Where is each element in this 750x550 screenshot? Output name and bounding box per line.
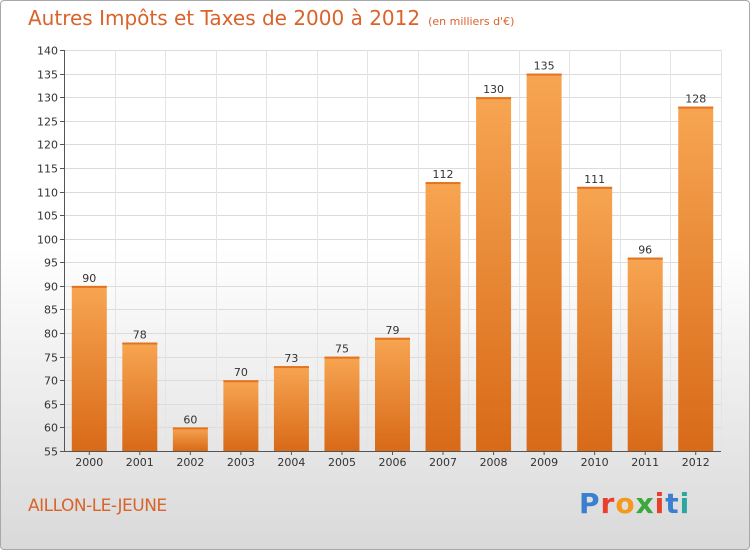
x-tick-label: 2006: [379, 456, 407, 469]
logo-letter: i: [679, 487, 691, 520]
bar-value-label: 135: [534, 60, 555, 73]
bar: [273, 366, 309, 451]
y-tick-label: 105: [37, 210, 58, 223]
bars: [71, 73, 714, 452]
bar: [627, 257, 663, 451]
x-tick-label: 2011: [631, 456, 659, 469]
bar-value-label: 78: [133, 328, 147, 341]
y-tick-label: 120: [37, 139, 58, 152]
axes: [60, 50, 721, 455]
x-tick-label: 2007: [429, 456, 457, 469]
y-tick-label: 100: [37, 234, 58, 247]
bar-top-edge: [324, 356, 360, 359]
logo-letter: P: [579, 487, 601, 520]
logo-letter: r: [600, 487, 616, 520]
y-tick-label: 75: [44, 352, 58, 365]
commune-name: AILLON-LE-JEUNE: [28, 496, 167, 516]
y-tick-label: 115: [37, 163, 58, 176]
logo-letter: i: [654, 487, 666, 520]
y-tick-label: 65: [44, 399, 58, 412]
y-tick-label: 60: [44, 422, 58, 435]
bar: [375, 337, 410, 451]
bar-value-label: 90: [82, 272, 96, 285]
bar-top-edge: [375, 337, 410, 340]
x-tick-label: 2009: [530, 456, 558, 469]
bar-value-label: 128: [685, 93, 706, 106]
x-tick-label: 2004: [277, 456, 305, 469]
bar: [223, 380, 259, 451]
bar-top-edge: [627, 257, 663, 260]
y-tick-label: 135: [37, 69, 58, 82]
bar: [71, 285, 107, 451]
y-tick-label: 55: [44, 446, 58, 459]
bar-value-label: 130: [483, 83, 504, 96]
bar-value-label: 79: [386, 324, 400, 337]
x-tick-label: 2012: [682, 456, 710, 469]
labels: 55 60 65 70 75 80 85 90 95 100 105 110 115 120 125 130 1…: [37, 45, 710, 470]
chart-title: Autres Impôts et Taxes de 2000 à 2012 (en…: [28, 6, 514, 30]
bar-top-edge: [223, 380, 259, 383]
bar-top-edge: [273, 366, 309, 369]
bar-value-label: 75: [335, 343, 349, 356]
bar: [425, 182, 461, 451]
logo-letter: o: [615, 487, 636, 520]
bar: [577, 186, 613, 451]
y-tick-label: 130: [37, 92, 58, 105]
x-tick-label: 2001: [126, 456, 154, 469]
chart-title-text: Autres Impôts et Taxes de 2000 à 2012: [28, 6, 421, 30]
x-tick-label: 2002: [176, 456, 204, 469]
bar-value-label: 111: [584, 173, 605, 186]
x-tick-label: 2000: [75, 456, 103, 469]
y-tick-label: 140: [37, 45, 58, 58]
x-tick-label: 2003: [227, 456, 255, 469]
y-tick-label: 80: [44, 328, 58, 341]
bar-top-edge: [678, 106, 714, 109]
y-tick-label: 90: [44, 281, 58, 294]
bar-value-label: 73: [284, 352, 298, 365]
bar-top-edge: [172, 427, 208, 430]
bar-value-label: 70: [234, 366, 248, 379]
x-tick-label: 2008: [480, 456, 508, 469]
bar: [476, 97, 512, 452]
bar: [324, 356, 360, 451]
logo-letter: t: [665, 487, 680, 520]
bar-value-label: 60: [183, 413, 197, 426]
logo-letter: x: [635, 487, 655, 520]
y-tick-label: 70: [44, 375, 58, 388]
chart-unit: (en milliers d'€): [428, 15, 515, 28]
bar-value-label: 112: [433, 168, 454, 181]
y-tick-label: 95: [44, 257, 58, 270]
bar-value-label: 96: [638, 244, 652, 257]
y-tick-label: 110: [37, 187, 58, 200]
bar-top-edge: [71, 285, 107, 288]
bar-top-edge: [425, 182, 461, 185]
bar-top-edge: [526, 73, 562, 76]
bar-top-edge: [122, 342, 158, 345]
bar: [526, 73, 562, 452]
x-tick-label: 2010: [581, 456, 609, 469]
y-tick-label: 85: [44, 304, 58, 317]
bar-top-edge: [476, 97, 512, 100]
bar: [172, 427, 208, 451]
bar: [122, 342, 158, 451]
bar-top-edge: [577, 186, 613, 189]
x-tick-label: 2005: [328, 456, 356, 469]
bar: [678, 106, 714, 452]
y-tick-label: 125: [37, 116, 58, 129]
proxiti-logo: Proxiti: [579, 487, 690, 520]
